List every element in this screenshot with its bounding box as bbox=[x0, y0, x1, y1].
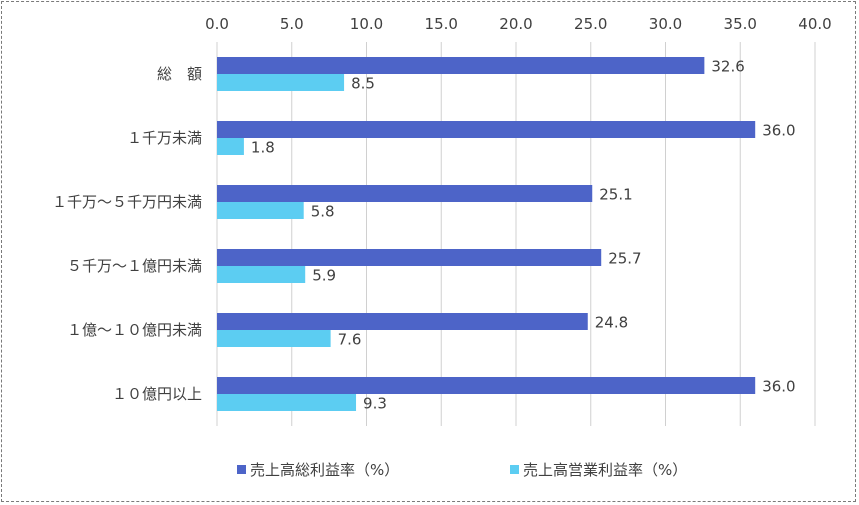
x-tick-label: 20.0 bbox=[499, 15, 532, 33]
data-label: 8.5 bbox=[351, 75, 375, 93]
data-label: 7.6 bbox=[338, 331, 362, 349]
bar-series-1 bbox=[217, 249, 602, 266]
category-label: １０億円以上 bbox=[112, 385, 202, 403]
bar-series-1 bbox=[217, 185, 593, 202]
category-label: 総 額 bbox=[157, 65, 202, 83]
data-label: 24.8 bbox=[595, 314, 628, 332]
bar-series-2 bbox=[217, 330, 331, 347]
x-tick-label: 30.0 bbox=[649, 15, 682, 33]
data-label: 36.0 bbox=[762, 378, 795, 396]
data-label: 5.8 bbox=[311, 203, 335, 221]
bars bbox=[217, 57, 756, 411]
category-label: ５千万～１億円未満 bbox=[67, 257, 202, 275]
x-tick-label: 25.0 bbox=[574, 15, 607, 33]
bar-series-1 bbox=[217, 121, 756, 138]
legend-swatch bbox=[510, 465, 519, 474]
bar-series-1 bbox=[217, 313, 588, 330]
category-labels: 総 額 １千万未満 １千万～５千万円未満 ５千万～１億円未満 １億～１０億円未満 １０億円… bbox=[52, 65, 202, 403]
bar-series-1 bbox=[217, 57, 705, 74]
bar-series-2 bbox=[217, 394, 357, 411]
data-label: 5.9 bbox=[312, 267, 336, 285]
bar-series-1 bbox=[217, 377, 756, 394]
data-label: 1.8 bbox=[251, 139, 275, 157]
x-tick-label: 15.0 bbox=[425, 15, 458, 33]
data-label: 25.7 bbox=[608, 250, 641, 268]
x-tick-label: 0.0 bbox=[205, 15, 229, 33]
x-tick-label: 35.0 bbox=[724, 15, 757, 33]
data-labels: 32.6 8.5 36.0 1.8 25.1 5.8 25.7 5.9 24.8 7.6 36.0 9… bbox=[251, 58, 796, 413]
legend-label: 売上高営業利益率（%） bbox=[523, 461, 687, 479]
legend-swatch bbox=[237, 465, 246, 474]
x-axis-ticks: 0.0 5.0 10.0 15.0 20.0 25.0 30.0 35.0 40.0 bbox=[205, 15, 832, 33]
bar-series-2 bbox=[217, 266, 306, 283]
gridlines bbox=[216, 42, 816, 426]
category-label: １千万～５千万円未満 bbox=[52, 193, 202, 211]
bar-series-2 bbox=[217, 138, 244, 155]
data-label: 9.3 bbox=[363, 395, 387, 413]
legend-label: 売上高総利益率（%） bbox=[250, 461, 399, 479]
data-label: 36.0 bbox=[762, 122, 795, 140]
category-label: １千万未満 bbox=[127, 129, 202, 147]
data-label: 32.6 bbox=[711, 58, 744, 76]
category-label: １億～１０億円未満 bbox=[67, 321, 202, 339]
bar-series-2 bbox=[217, 74, 345, 91]
bar-series-2 bbox=[217, 202, 304, 219]
legend: 売上高総利益率（%） 売上高営業利益率（%） bbox=[237, 461, 687, 479]
x-tick-label: 40.0 bbox=[798, 15, 831, 33]
data-label: 25.1 bbox=[599, 186, 632, 204]
x-tick-label: 5.0 bbox=[280, 15, 304, 33]
x-tick-label: 10.0 bbox=[350, 15, 383, 33]
